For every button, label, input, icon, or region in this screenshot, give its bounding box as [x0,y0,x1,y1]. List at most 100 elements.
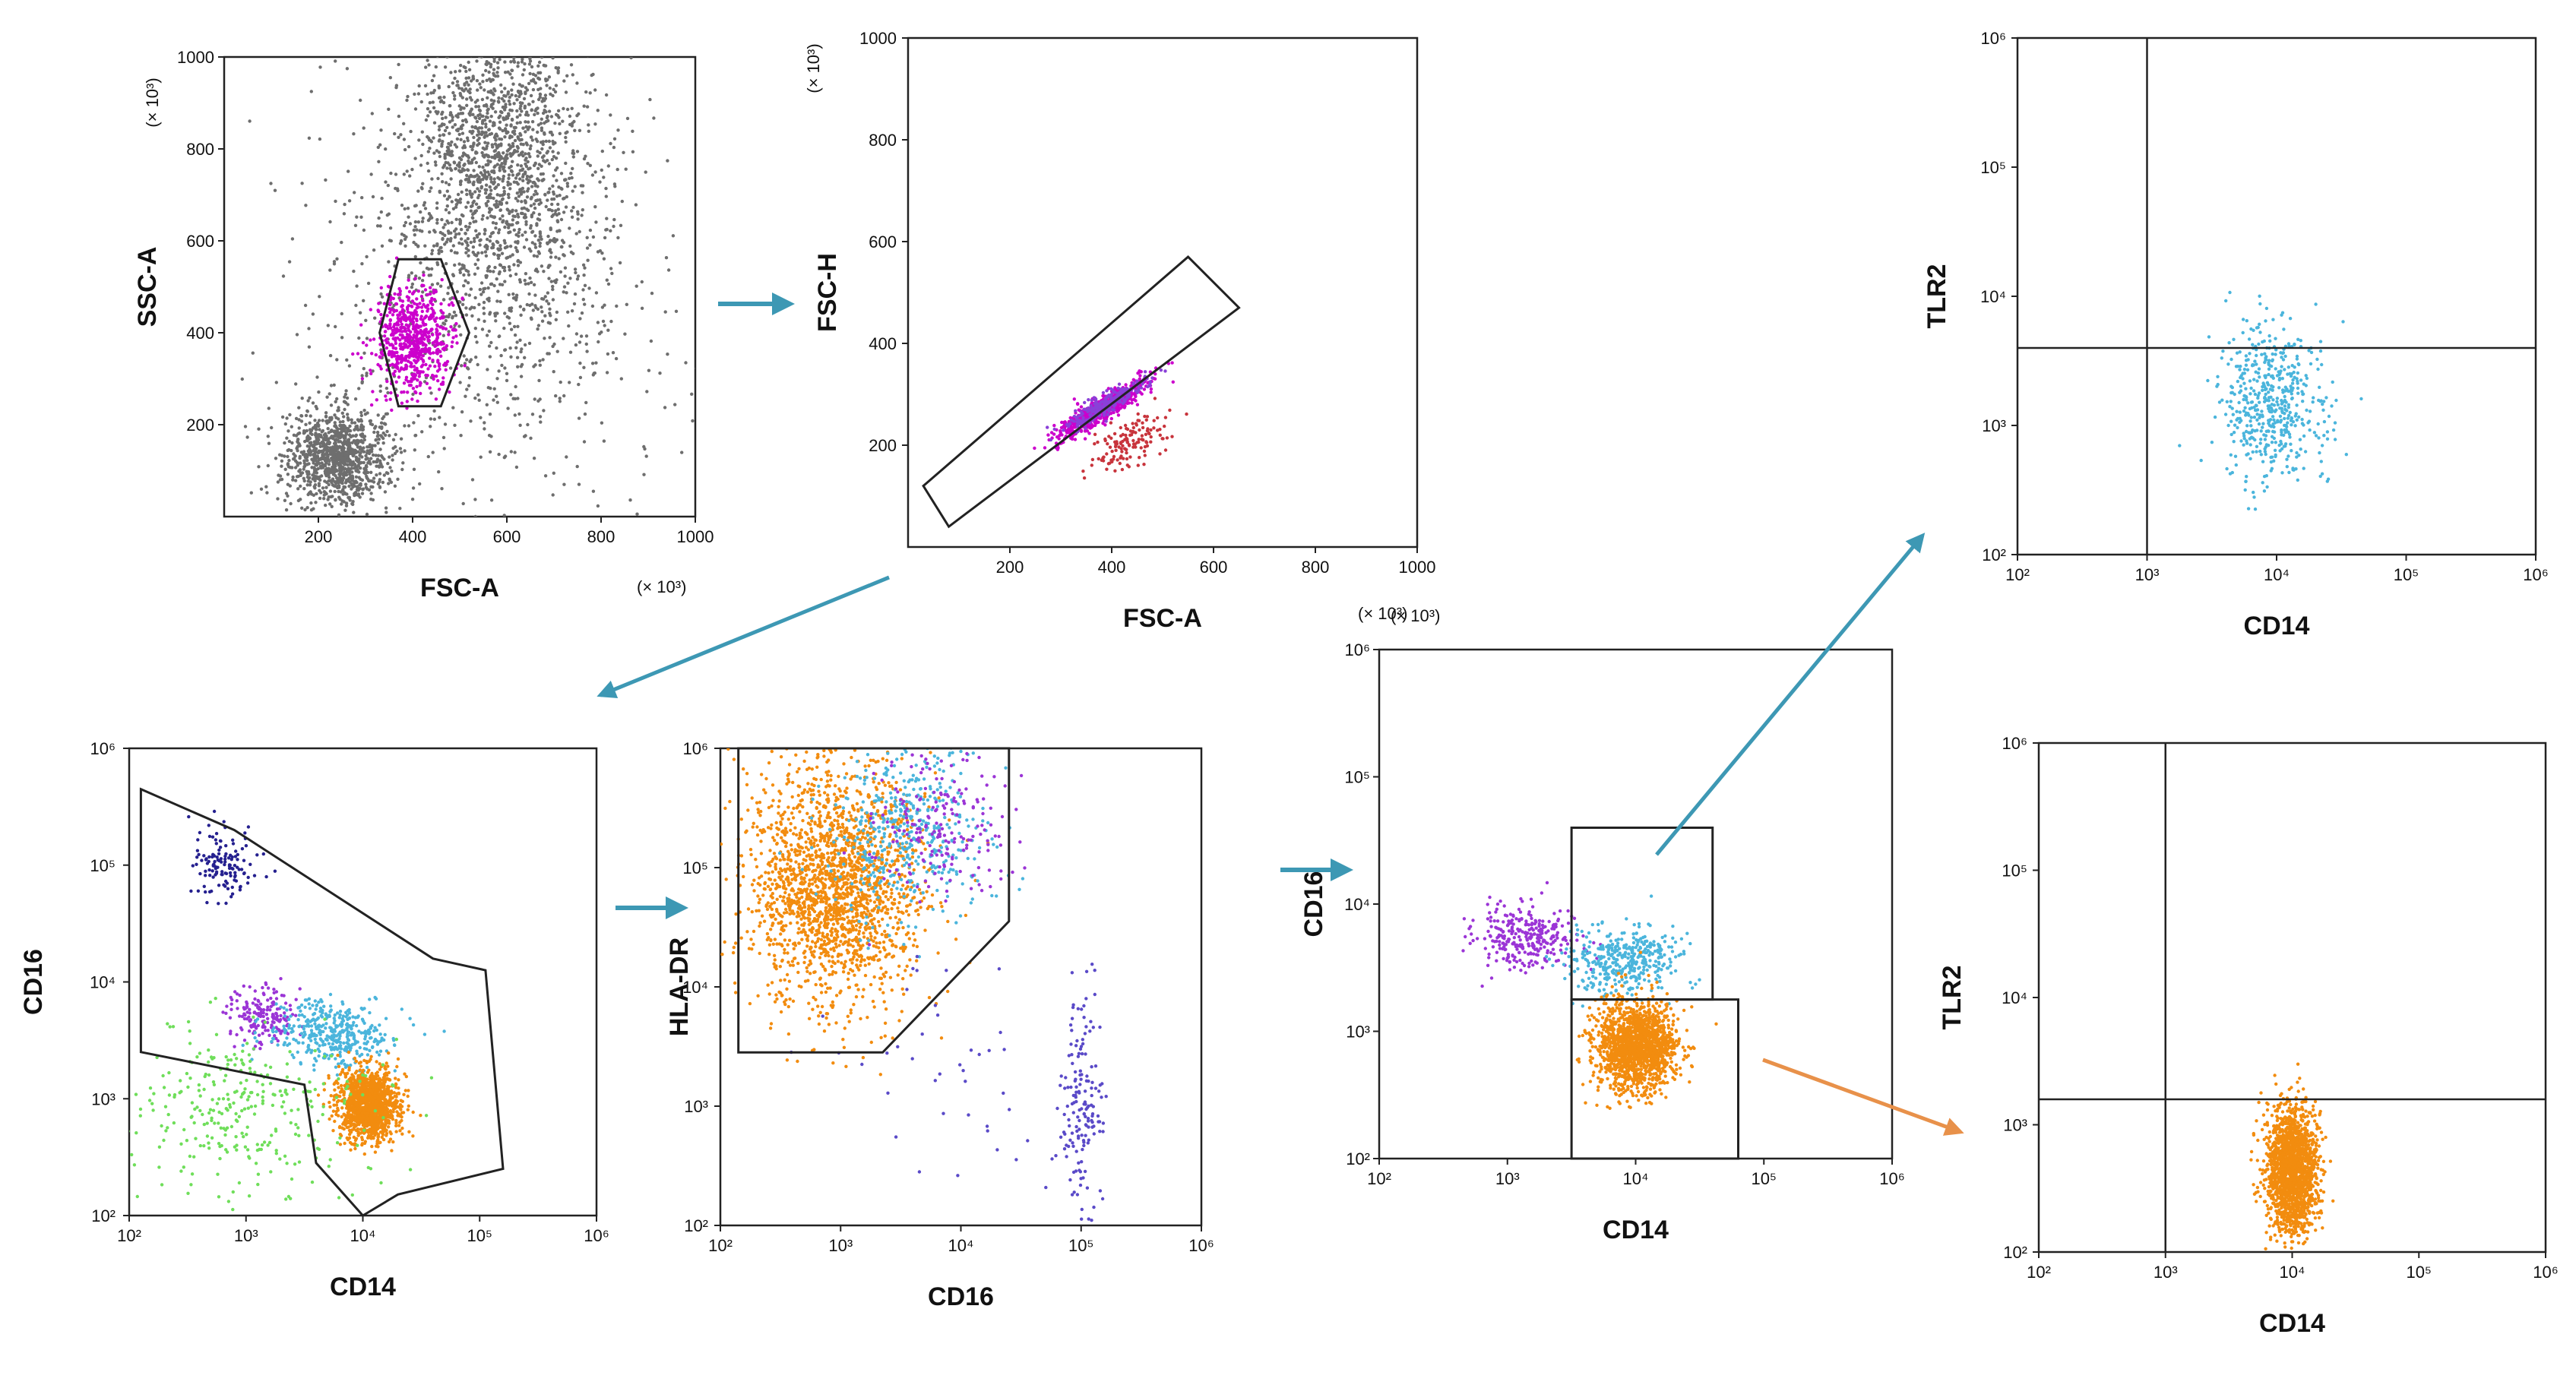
event-dot [435,112,439,115]
event-dot [343,451,347,454]
event-dot [407,328,411,332]
event-dot [568,114,572,119]
event-dot [460,645,464,648]
event-dot [573,292,578,296]
event-dot [484,183,489,187]
event-dot [1065,422,1069,427]
event-dot [340,453,343,457]
event-dot [302,487,306,491]
event-dot [531,128,535,131]
y-tick-label: 600 [869,232,897,251]
event-dot [1140,392,1144,396]
event-dot [280,464,283,468]
y-axis-label: FSC-H [813,253,842,332]
event-dot [432,88,436,93]
event-dot [421,363,425,367]
event-dot [419,210,422,214]
event-dot [430,267,434,271]
event-dot [515,109,519,113]
event-dot [489,115,493,119]
event-dot [448,239,453,243]
event-dot [341,442,346,446]
event-dot [467,376,472,380]
event-dot [413,373,418,378]
event-dot [312,448,315,453]
event-dot [466,37,469,40]
event-dot [421,321,425,324]
event-dot [503,366,507,370]
event-dot [454,328,457,332]
event-dot [533,74,538,77]
event-dot [362,299,366,302]
event-dot [479,238,483,242]
event-dot [566,310,570,314]
event-dot [441,100,446,105]
event-dot [458,381,462,384]
event-dot [509,309,513,313]
event-dot [648,97,652,102]
event-dot [415,302,419,306]
event-dot [521,175,525,179]
event-dot [302,461,306,465]
event-dot [450,220,454,225]
event-dot [507,176,511,180]
event-dot [489,105,493,109]
event-dot [465,103,469,107]
event-dot [443,155,447,159]
event-dot [541,140,545,144]
event-dot [462,65,466,69]
event-dot [533,397,536,401]
event-dot [356,426,359,430]
event-dot [421,354,425,358]
event-dot [460,96,464,100]
event-dot [562,197,565,201]
event-dot [507,173,511,177]
event-dot [299,451,303,454]
event-dot [511,292,515,296]
event-dot [506,92,510,96]
event-dot [508,103,512,106]
event-dot [308,450,312,454]
event-dot [502,189,506,194]
event-dot [411,336,415,340]
event-dot [429,316,433,321]
event-dot [479,114,484,118]
event-dot [414,274,418,278]
event-dot [364,482,368,486]
event-dot [484,125,488,129]
event-dot [309,441,313,444]
event-dot [454,205,458,209]
event-dot [580,213,584,217]
event-dot [416,414,420,418]
gate-polygon[interactable] [378,258,471,408]
event-dot [524,272,528,276]
event-dot [605,227,609,232]
event-dot [777,448,780,451]
event-dot [517,215,521,219]
event-dot [552,22,555,25]
event-dot [541,39,544,42]
event-dot [384,180,388,184]
event-dot [435,206,439,210]
event-dot [564,161,568,166]
event-dot [593,122,597,126]
event-dot [345,443,350,447]
event-dot [530,138,534,142]
event-dot [576,212,580,216]
event-dot [320,474,324,478]
event-dot [524,125,528,129]
event-dot [426,218,431,223]
event-dot [524,157,528,160]
event-dot [511,82,515,86]
event-dot [531,308,535,312]
event-dot [394,86,398,90]
event-dot [1136,372,1140,375]
event-dot [446,49,449,52]
event-dot [486,153,490,158]
x-tick-label: 800 [1302,558,1330,577]
event-dot [356,463,360,467]
event-dot [429,286,432,289]
event-dot [530,108,533,112]
event-dot [385,386,389,390]
event-dot [470,48,473,51]
